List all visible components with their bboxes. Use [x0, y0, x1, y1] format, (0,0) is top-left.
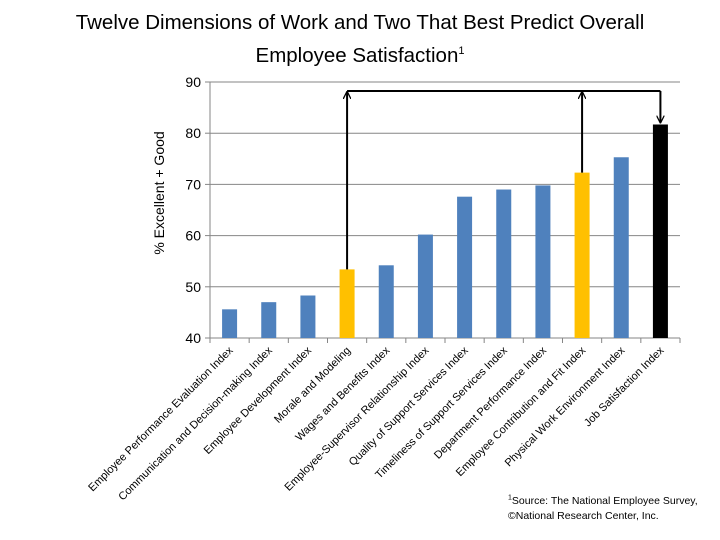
bar — [417, 234, 433, 338]
bar — [261, 302, 277, 338]
bar — [457, 196, 473, 338]
footnote-superscript: 1 — [508, 494, 512, 502]
x-tick-label: Employee Performance Evaluation Index — [86, 344, 236, 494]
axes — [205, 81, 681, 343]
title-superscript: 1 — [458, 45, 465, 58]
y-tick-labels: 40 50 60 70 80 90 — [185, 74, 201, 346]
gridlines — [210, 81, 680, 288]
bar — [613, 157, 629, 338]
bars — [222, 124, 668, 338]
predictor-arrows — [347, 90, 660, 270]
footnote-line-1: 1Source: The National Employee Survey, — [508, 494, 698, 509]
title-line-2: Employee Satisfaction1 — [20, 39, 700, 72]
x-tick-label: Employee-Supervisor Relationship Index — [283, 344, 432, 493]
footnote-line-1-text: Source: The National Employee Survey, — [511, 495, 698, 507]
bar — [378, 265, 394, 338]
footnote-line-2: ©National Research Center, Inc. — [508, 510, 659, 522]
y-tick-label: 40 — [185, 330, 201, 346]
x-tick-label: Communication and Decision-making Index — [116, 344, 275, 503]
bar — [222, 309, 238, 338]
title-line-2-text: Employee Satisfaction — [255, 44, 459, 67]
source-footnote: 1Source: The National Employee Survey, ©… — [508, 494, 698, 524]
y-axis-label: % Excellent + Good — [151, 131, 167, 254]
y-tick-label: 60 — [185, 228, 201, 244]
y-tick-label: 50 — [185, 279, 201, 295]
title-line-1: Twelve Dimensions of Work and Two That B… — [75, 11, 645, 34]
bar — [535, 185, 551, 338]
bar — [574, 172, 590, 338]
bar — [339, 269, 355, 338]
y-tick-label: 70 — [185, 176, 201, 192]
x-tick-label: Job Satisfaction Index — [582, 344, 667, 429]
x-tick-label: Morale and Modeling — [272, 345, 353, 426]
y-tick-label: 90 — [185, 74, 201, 90]
bar — [496, 189, 512, 338]
chart-title: Twelve Dimensions of Work and Two That B… — [20, 6, 700, 72]
y-tick-label: 80 — [185, 125, 201, 141]
bar — [300, 295, 316, 338]
bar — [652, 124, 668, 338]
x-tick-labels: Employee Performance Evaluation IndexCom… — [86, 344, 667, 503]
